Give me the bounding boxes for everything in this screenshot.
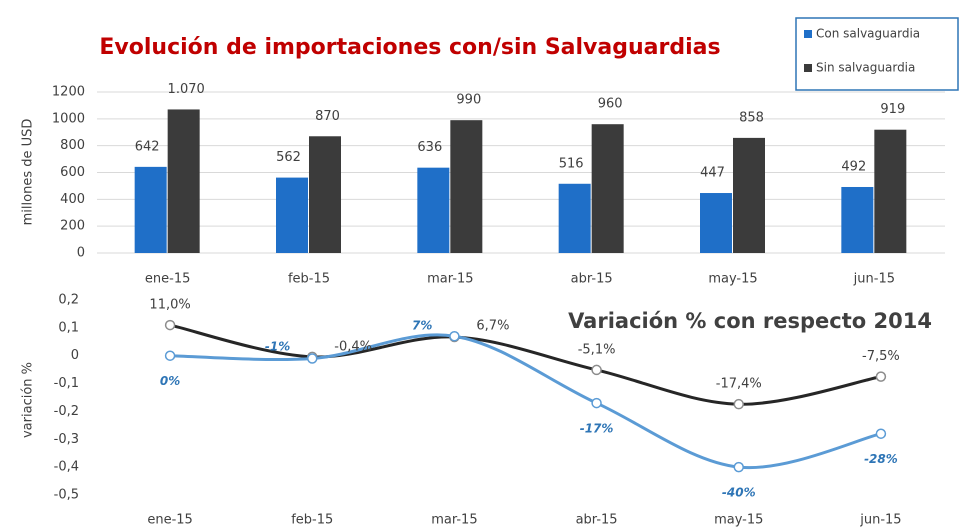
y-tick-label: 1200 — [52, 85, 85, 100]
data-label: 1.070 — [168, 82, 205, 97]
data-label: -40% — [722, 486, 756, 500]
marker — [733, 461, 744, 473]
data-label: -0,4% — [334, 339, 372, 354]
marker — [307, 353, 318, 364]
y-tick-label: 200 — [60, 219, 85, 234]
y-tick-label: -0,4 — [54, 460, 79, 475]
data-label: -17,4% — [716, 377, 762, 392]
data-label: 11,0% — [149, 298, 190, 313]
data-label: 642 — [135, 139, 160, 154]
marker — [449, 330, 460, 342]
bar — [874, 129, 907, 253]
x-tick-label: feb-15 — [291, 513, 333, 528]
bar — [309, 136, 341, 253]
data-label: 492 — [841, 159, 866, 174]
legend-label: Con salvaguardia — [816, 27, 920, 41]
chart-title: Evolución de importaciones con/sin Salva… — [99, 35, 720, 60]
x-tick-label: jun-15 — [853, 272, 895, 287]
x-tick-label: mar-15 — [427, 272, 473, 287]
line — [169, 323, 882, 406]
marker — [733, 398, 744, 410]
x-tick-label: may-15 — [714, 513, 763, 528]
legend-swatch — [804, 64, 812, 72]
marker — [875, 371, 887, 382]
data-label: 516 — [559, 156, 584, 171]
y-tick-label: -0,5 — [54, 488, 79, 503]
legend-box — [795, 17, 959, 91]
data-label: 919 — [880, 102, 905, 117]
data-label: 7% — [412, 319, 432, 333]
data-label: 562 — [276, 150, 301, 165]
data-label: -28% — [864, 452, 898, 466]
bar — [276, 177, 308, 253]
chart-title: Variación % con respecto 2014 — [568, 309, 932, 333]
y-tick-label: 400 — [60, 192, 85, 207]
bar — [591, 124, 624, 253]
x-tick-label: may-15 — [708, 272, 757, 287]
y-tick-label: 0,1 — [58, 320, 79, 335]
marker — [875, 428, 887, 439]
bar — [558, 183, 591, 253]
y-tick-label: 0 — [71, 348, 79, 363]
bar — [700, 193, 732, 253]
legend-swatch — [804, 30, 812, 38]
data-label: 960 — [598, 97, 623, 112]
y-tick-label: -0,3 — [54, 432, 79, 447]
data-label: 858 — [739, 110, 764, 125]
bar — [167, 109, 200, 253]
data-label: 636 — [417, 140, 442, 155]
data-label: -5,1% — [578, 342, 616, 357]
data-label: -7,5% — [862, 349, 900, 364]
y-tick-label: 600 — [60, 165, 85, 180]
data-label: 990 — [456, 93, 481, 108]
y-axis-label: variación % — [21, 362, 36, 438]
data-label: 447 — [700, 166, 725, 181]
y-axis-label: millones de USD — [21, 119, 36, 226]
bar — [134, 166, 167, 253]
bar — [841, 186, 874, 253]
y-tick-label: 1000 — [52, 111, 85, 126]
data-label: -1% — [265, 339, 290, 353]
marker — [164, 350, 176, 361]
marker — [591, 397, 602, 409]
y-tick-label: -0,2 — [54, 404, 79, 419]
y-tick-label: 0 — [77, 246, 85, 261]
data-label: -17% — [580, 422, 614, 436]
x-tick-label: ene-15 — [147, 513, 192, 528]
bar — [417, 167, 450, 253]
data-label: 0% — [160, 374, 180, 388]
data-label: 6,7% — [476, 319, 509, 334]
y-tick-label: 800 — [60, 138, 85, 153]
y-tick-label: 0,2 — [58, 293, 79, 308]
x-tick-label: feb-15 — [288, 272, 330, 287]
x-tick-label: mar-15 — [431, 513, 477, 528]
marker — [164, 319, 176, 331]
data-label: 870 — [315, 109, 340, 124]
bar — [450, 120, 483, 253]
y-tick-label: -0,1 — [54, 376, 79, 391]
marker — [591, 364, 602, 376]
line — [170, 333, 882, 470]
x-tick-label: abr-15 — [571, 272, 613, 287]
legend-label: Sin salvaguardia — [816, 61, 915, 75]
x-tick-label: jun-15 — [859, 513, 901, 528]
bar — [733, 137, 765, 253]
x-tick-label: abr-15 — [576, 513, 618, 528]
x-tick-label: ene-15 — [145, 272, 190, 287]
